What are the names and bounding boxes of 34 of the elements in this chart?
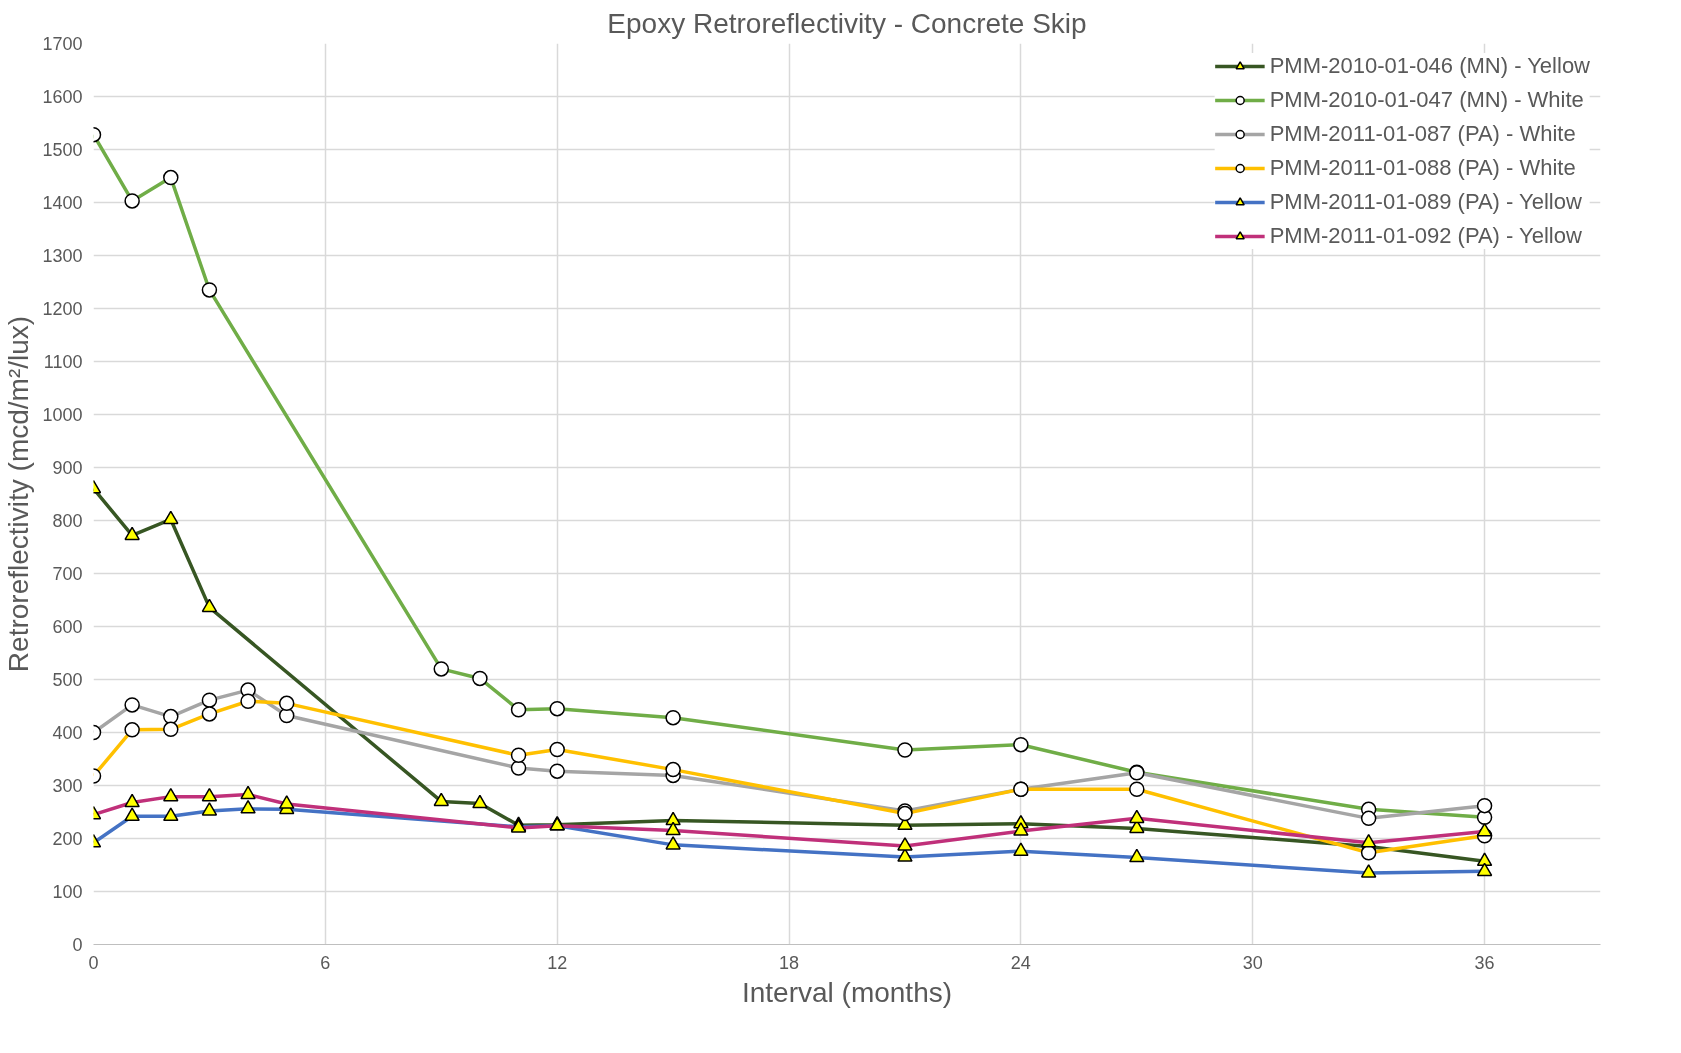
x-tick-label: 0 <box>88 952 99 973</box>
y-tick-label: 400 <box>52 723 83 743</box>
legend-label: PMM-2011-01-089 (PA) - Yellow <box>1269 189 1582 215</box>
y-tick-label: 1600 <box>42 87 83 107</box>
y-tick-label: 1100 <box>43 352 83 372</box>
y-tick-label: 1500 <box>42 140 83 160</box>
y-tick-label: 1300 <box>42 246 83 266</box>
legend-label: PMM-2011-01-087 (PA) - White <box>1269 121 1576 147</box>
y-tick-label: 200 <box>52 829 83 849</box>
legend-label: PMM-2010-01-047 (MN) - White <box>1269 87 1584 113</box>
y-tick-label: 800 <box>52 511 83 531</box>
y-axis-title: Retroreflectivity (mcd/m²/lux) <box>3 315 35 673</box>
y-tick-label: 1000 <box>42 405 83 425</box>
y-tick-label: 0 <box>72 935 83 955</box>
y-tick-label: 300 <box>52 776 83 796</box>
x-tick-label: 6 <box>320 952 331 973</box>
legend-label: PMM-2010-01-046 (MN) - Yellow <box>1269 53 1590 79</box>
y-tick-label: 900 <box>52 458 83 478</box>
chart-title: Epoxy Retroreflectivity - Concrete Skip <box>607 7 1087 39</box>
x-axis-title: Interval (months) <box>741 976 953 1008</box>
legend-label: PMM-2011-01-092 (PA) - Yellow <box>1269 223 1582 249</box>
x-tick-label: 18 <box>779 952 800 973</box>
y-tick-label: 1700 <box>42 34 83 54</box>
x-tick-label: 12 <box>547 952 568 973</box>
y-tick-label: 1400 <box>42 193 83 213</box>
y-tick-label: 700 <box>52 564 83 584</box>
y-tick-label: 500 <box>52 670 83 690</box>
x-tick-label: 30 <box>1242 952 1263 973</box>
x-tick-label: 36 <box>1474 952 1495 973</box>
x-tick-label: 24 <box>1010 952 1031 973</box>
y-tick-label: 1200 <box>42 299 83 319</box>
legend-label: PMM-2011-01-088 (PA) - White <box>1269 155 1576 181</box>
y-tick-label: 100 <box>52 882 83 902</box>
y-tick-label: 600 <box>52 617 83 637</box>
